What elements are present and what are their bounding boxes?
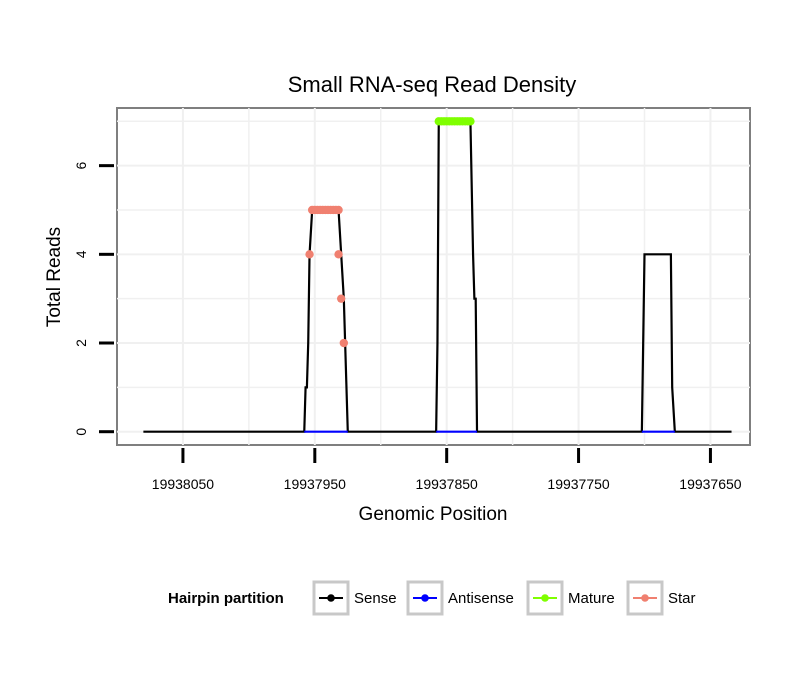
y-tick-label: 0 [73,428,89,436]
y-axis-title: Total Reads [44,227,65,327]
plot-background [117,108,750,445]
legend-title: Hairpin partition [168,590,284,607]
series-sense-line [143,120,732,433]
series-layer [143,117,732,433]
legend-point-antisense [421,594,429,602]
legend-label-antisense: Antisense [448,590,514,607]
legend-point-sense [327,594,335,602]
legend-point-star [641,594,649,602]
legend-label-star: Star [668,590,696,607]
series-star-point [334,205,343,215]
x-tick-label: 19937850 [416,476,479,492]
series-star-point [336,294,346,303]
series-star-point [339,338,349,348]
series-mature-point [466,117,475,126]
plot-border [116,107,751,446]
x-tick-label: 19937650 [679,476,742,492]
y-tick-label: 6 [73,162,89,170]
axes: 19938050 19937950 19937850 19937750 19937650… [73,162,742,492]
series-star-point [334,250,343,259]
series-star-point [305,250,314,259]
x-axis-title: Genomic Position [359,504,508,525]
y-tick-label: 4 [73,250,89,258]
legend-label-sense: Sense [354,590,397,607]
x-tick-label: 19937950 [284,476,347,492]
x-tick-label: 19938050 [152,476,215,492]
x-tick-label: 19937750 [547,476,610,492]
legend-point-mature [541,594,549,602]
legend-label-mature: Mature [568,590,615,607]
legend: Hairpin partition Sense Antisense Mature St… [168,580,696,616]
plot-panel [116,107,751,446]
chart-title: Small RNA-seq Read Density [288,72,577,97]
y-tick-label: 2 [73,339,89,347]
